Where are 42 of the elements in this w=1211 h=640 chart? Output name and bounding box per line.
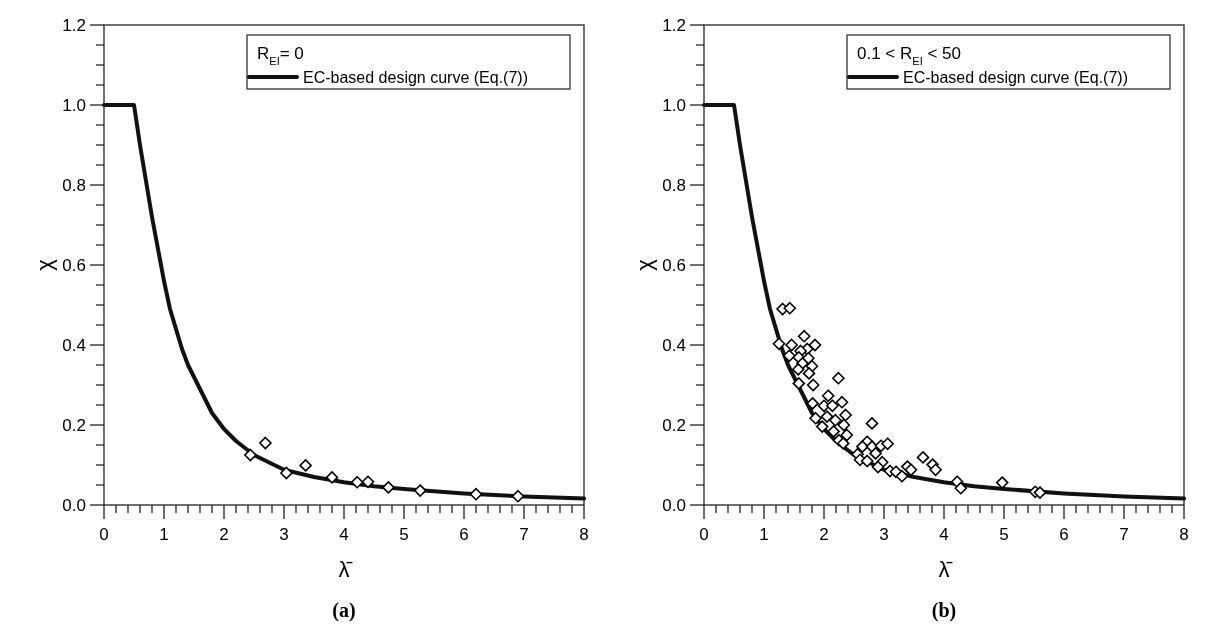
x-tick-label: 0 [699, 525, 709, 544]
x-tick-label: 6 [1059, 525, 1069, 544]
y-tick-label: 1.2 [62, 16, 86, 35]
y-tick-label: 0.0 [662, 496, 686, 515]
y-tick-label: 0.4 [62, 336, 86, 355]
y-axis-title: χ [32, 258, 57, 271]
x-tick-label: 0 [99, 525, 109, 544]
y-tick-label: 0.8 [662, 176, 686, 195]
x-tick-label: 2 [219, 525, 229, 544]
x-tick-label: 4 [339, 525, 349, 544]
y-tick-label: 0.8 [62, 176, 86, 195]
x-tick-label: 8 [1179, 525, 1189, 544]
y-tick-label: 0.6 [662, 256, 686, 275]
legend-label: EC-based design curve (Eq.(7)) [903, 69, 1128, 86]
x-tick-label: 4 [939, 525, 949, 544]
y-tick-label: 0.2 [662, 416, 686, 435]
x-tick-label: 1 [159, 525, 169, 544]
y-tick-label: 1.2 [662, 16, 686, 35]
text: (b) [931, 599, 957, 622]
y-tick-label: 0.2 [62, 416, 86, 435]
x-tick-label: 7 [1119, 525, 1129, 544]
x-tick-label: 7 [519, 525, 529, 544]
text: (a) [332, 599, 356, 622]
y-tick-label: 1.0 [62, 96, 86, 115]
x-tick-label: 1 [759, 525, 769, 544]
legend-title: R$_{EI}$= 0 [257, 44, 304, 67]
y-tick-label: 0.0 [62, 496, 86, 515]
legend-label: EC-based design curve (Eq.(7)) [303, 69, 528, 86]
x-tick-label: 3 [279, 525, 289, 544]
y-tick-label: 1.0 [662, 96, 686, 115]
x-tick-label: 5 [999, 525, 1009, 544]
x-axis-title: λ̄ [338, 557, 353, 582]
x-axis-title: λ̄ [938, 557, 953, 582]
y-tick-label: 0.4 [662, 336, 686, 355]
x-tick-label: 3 [879, 525, 889, 544]
x-tick-label: 8 [579, 525, 589, 544]
x-tick-label: 5 [399, 525, 409, 544]
y-tick-label: 0.6 [62, 256, 86, 275]
legend-title: 0.1 < R$_{EI}$ < 50 [857, 44, 962, 67]
y-axis-title: χ [632, 258, 657, 271]
x-tick-label: 6 [459, 525, 469, 544]
x-tick-label: 2 [819, 525, 829, 544]
